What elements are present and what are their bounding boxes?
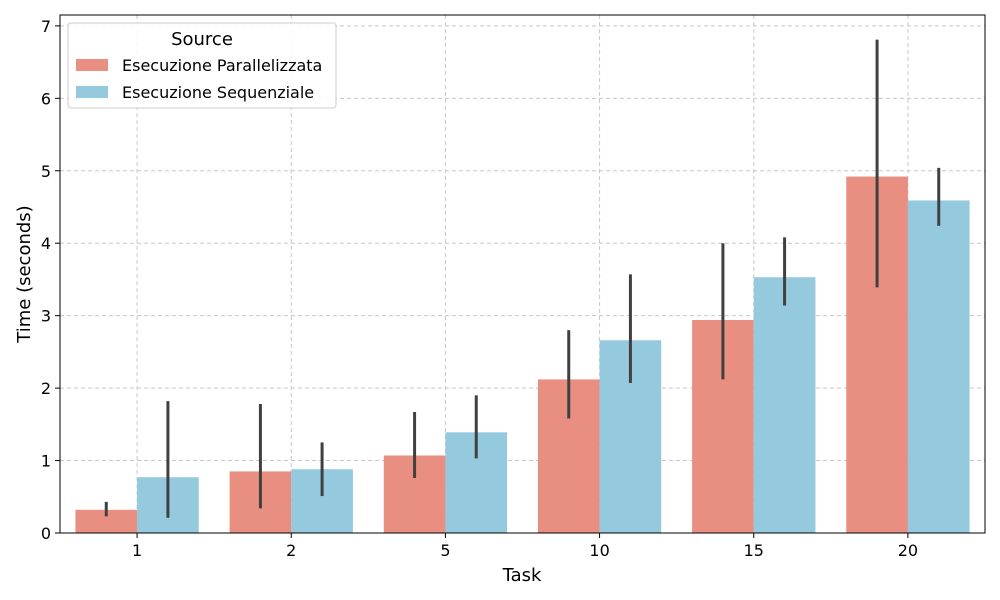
y-tick-label: 3 xyxy=(41,307,51,326)
y-axis-label: Time (seconds) xyxy=(14,205,35,343)
bar xyxy=(753,277,816,533)
x-tick-label: 20 xyxy=(898,541,918,560)
x-tick-label: 15 xyxy=(744,541,764,560)
y-tick-label: 7 xyxy=(41,17,51,36)
ticks: 0 1 2 3 4 5 6 7 1 2 5 10 15 20 xyxy=(41,17,918,560)
bar xyxy=(907,200,970,533)
plot-frame xyxy=(59,14,986,534)
legend-label-sequenziale: Esecuzione Sequenziale xyxy=(122,83,314,102)
x-tick-label: 10 xyxy=(589,541,609,560)
x-tick-label: 1 xyxy=(132,541,142,560)
legend-title: Source xyxy=(171,29,233,50)
legend-box xyxy=(67,22,337,109)
y-tick-label: 0 xyxy=(41,524,51,543)
legend-label-parallelizzata: Esecuzione Parallelizzata xyxy=(122,56,322,75)
y-tick-label: 1 xyxy=(41,452,51,471)
legend-swatch-sequenziale xyxy=(76,86,108,98)
y-tick-label: 5 xyxy=(41,162,51,181)
legend-swatch-parallelizzata xyxy=(76,59,108,71)
y-tick-label: 2 xyxy=(41,379,51,398)
bars xyxy=(75,176,970,533)
x-tick-label: 5 xyxy=(440,541,450,560)
x-tick-label: 2 xyxy=(286,541,296,560)
y-tick-label: 4 xyxy=(41,234,51,253)
bar xyxy=(75,509,138,533)
y-tick-label: 6 xyxy=(41,89,51,108)
legend: Source Esecuzione Parallelizzata Esecuzi… xyxy=(67,22,337,109)
x-axis-label: Task xyxy=(502,565,542,586)
error-bars xyxy=(104,39,941,518)
